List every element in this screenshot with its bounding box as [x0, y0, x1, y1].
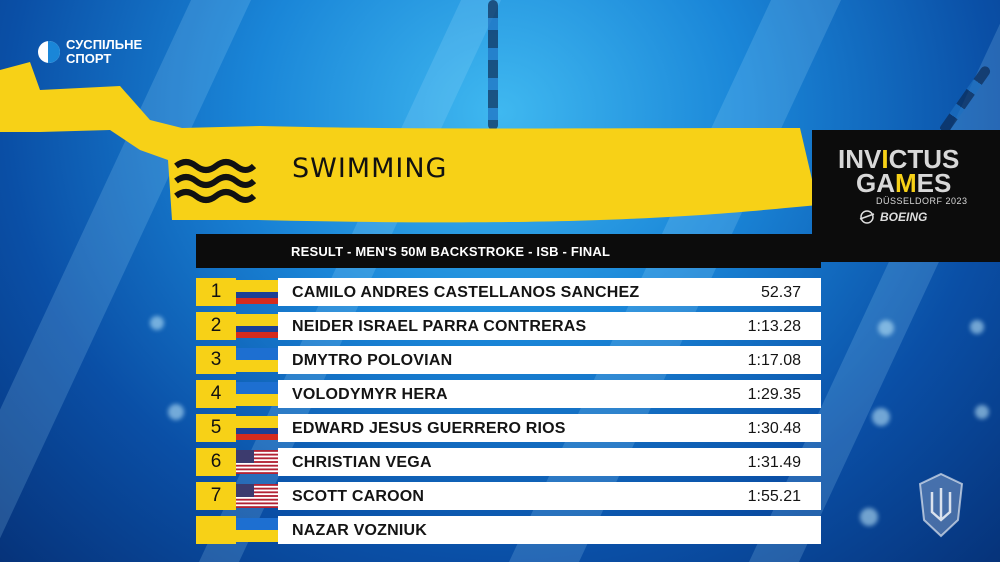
sport-title: SWIMMING [292, 153, 448, 184]
name-cell: SCOTT CAROON 1:55.21 [278, 482, 821, 510]
result-time: 1:17.08 [747, 352, 801, 369]
table-row: 3 DMYTRO POLOVIAN 1:17.08 [196, 346, 821, 374]
athlete-name: NAZAR VOZNIUK [292, 522, 428, 539]
result-title: RESULT - MEN'S 50M BACKSTROKE - ISB - FI… [291, 244, 611, 259]
table-row: 1 CAMILO ANDRES CASTELLANOS SANCHEZ 52.37 [196, 278, 821, 306]
colombia-flag-icon [236, 416, 278, 440]
rank: 6 [210, 451, 222, 472]
rank: 1 [210, 281, 222, 302]
trident-emblem-icon [918, 472, 964, 538]
rank: 7 [210, 485, 222, 506]
swimming-waves-icon [172, 140, 258, 220]
athlete-name: CAMILO ANDRES CASTELLANOS SANCHEZ [292, 284, 640, 301]
rank: 3 [210, 349, 222, 370]
athlete-name: SCOTT CAROON [292, 488, 425, 505]
sponsor-logo: BOEING [858, 210, 927, 224]
result-time: 52.37 [760, 284, 801, 301]
rank: 2 [210, 315, 222, 336]
result-title-bar: RESULT - MEN'S 50M BACKSTROKE - ISB - FI… [196, 234, 821, 268]
ukraine-flag-icon [236, 518, 278, 542]
athlete-name: VOLODYMYR HERA [292, 386, 448, 403]
name-cell: CHRISTIAN VEGA 1:31.49 [278, 448, 821, 476]
rank-cell: 2 [196, 312, 236, 340]
rank-cell [196, 516, 236, 544]
rank: 5 [210, 417, 222, 438]
rank-cell: 4 [196, 380, 236, 408]
rank-cell: 5 [196, 414, 236, 442]
result-time: 1:30.48 [747, 420, 801, 437]
athlete-name: CHRISTIAN VEGA [292, 454, 432, 471]
broadcaster-logo: СУСПІЛЬНЕ СПОРТ [38, 38, 142, 66]
broadcaster-name: СУСПІЛЬНЕ [66, 37, 143, 52]
table-row: 2 NEIDER ISRAEL PARRA CONTRERAS 1:13.28 [196, 312, 821, 340]
event-subtitle: DÜSSELDORF 2023 [876, 196, 968, 206]
rank-cell: 6 [196, 448, 236, 476]
athlete-name: EDWARD JESUS GUERRERO RIOS [292, 420, 566, 437]
broadcaster-channel: СПОРТ [66, 51, 112, 66]
colombia-flag-icon [236, 280, 278, 304]
name-cell: EDWARD JESUS GUERRERO RIOS 1:30.48 [278, 414, 821, 442]
table-row: 5 EDWARD JESUS GUERRERO RIOS 1:30.48 [196, 414, 821, 442]
result-time: 1:13.28 [747, 318, 801, 335]
invictus-games-logo: INVICTUS GAMES DÜSSELDORF 2023 BOEING [812, 130, 1000, 262]
table-row: 6 CHRISTIAN VEGA 1:31.49 [196, 448, 821, 476]
boeing-icon [859, 210, 875, 224]
rank: 4 [210, 383, 222, 404]
rank-cell: 1 [196, 278, 236, 306]
ukraine-flag-icon [236, 348, 278, 372]
ukraine-flag-icon [236, 382, 278, 406]
name-cell: NAZAR VOZNIUK [278, 516, 821, 544]
colombia-flag-icon [236, 314, 278, 338]
name-cell: CAMILO ANDRES CASTELLANOS SANCHEZ 52.37 [278, 278, 821, 306]
rank-cell: 3 [196, 346, 236, 374]
table-row: NAZAR VOZNIUK [196, 516, 821, 544]
athlete-name: NEIDER ISRAEL PARRA CONTRERAS [292, 318, 587, 335]
result-time: 1:29.35 [747, 386, 801, 403]
name-cell: DMYTRO POLOVIAN 1:17.08 [278, 346, 821, 374]
name-cell: VOLODYMYR HERA 1:29.35 [278, 380, 821, 408]
usa-flag-icon [236, 484, 278, 508]
name-cell: NEIDER ISRAEL PARRA CONTRERAS 1:13.28 [278, 312, 821, 340]
result-time: 1:55.21 [747, 488, 801, 505]
athlete-name: DMYTRO POLOVIAN [292, 352, 453, 369]
result-time: 1:31.49 [747, 454, 801, 471]
table-row: 7 SCOTT CAROON 1:55.21 [196, 482, 821, 510]
table-row: 4 VOLODYMYR HERA 1:29.35 [196, 380, 821, 408]
usa-flag-icon [236, 450, 278, 474]
suspilne-logo-icon [38, 41, 60, 63]
rank-cell: 7 [196, 482, 236, 510]
